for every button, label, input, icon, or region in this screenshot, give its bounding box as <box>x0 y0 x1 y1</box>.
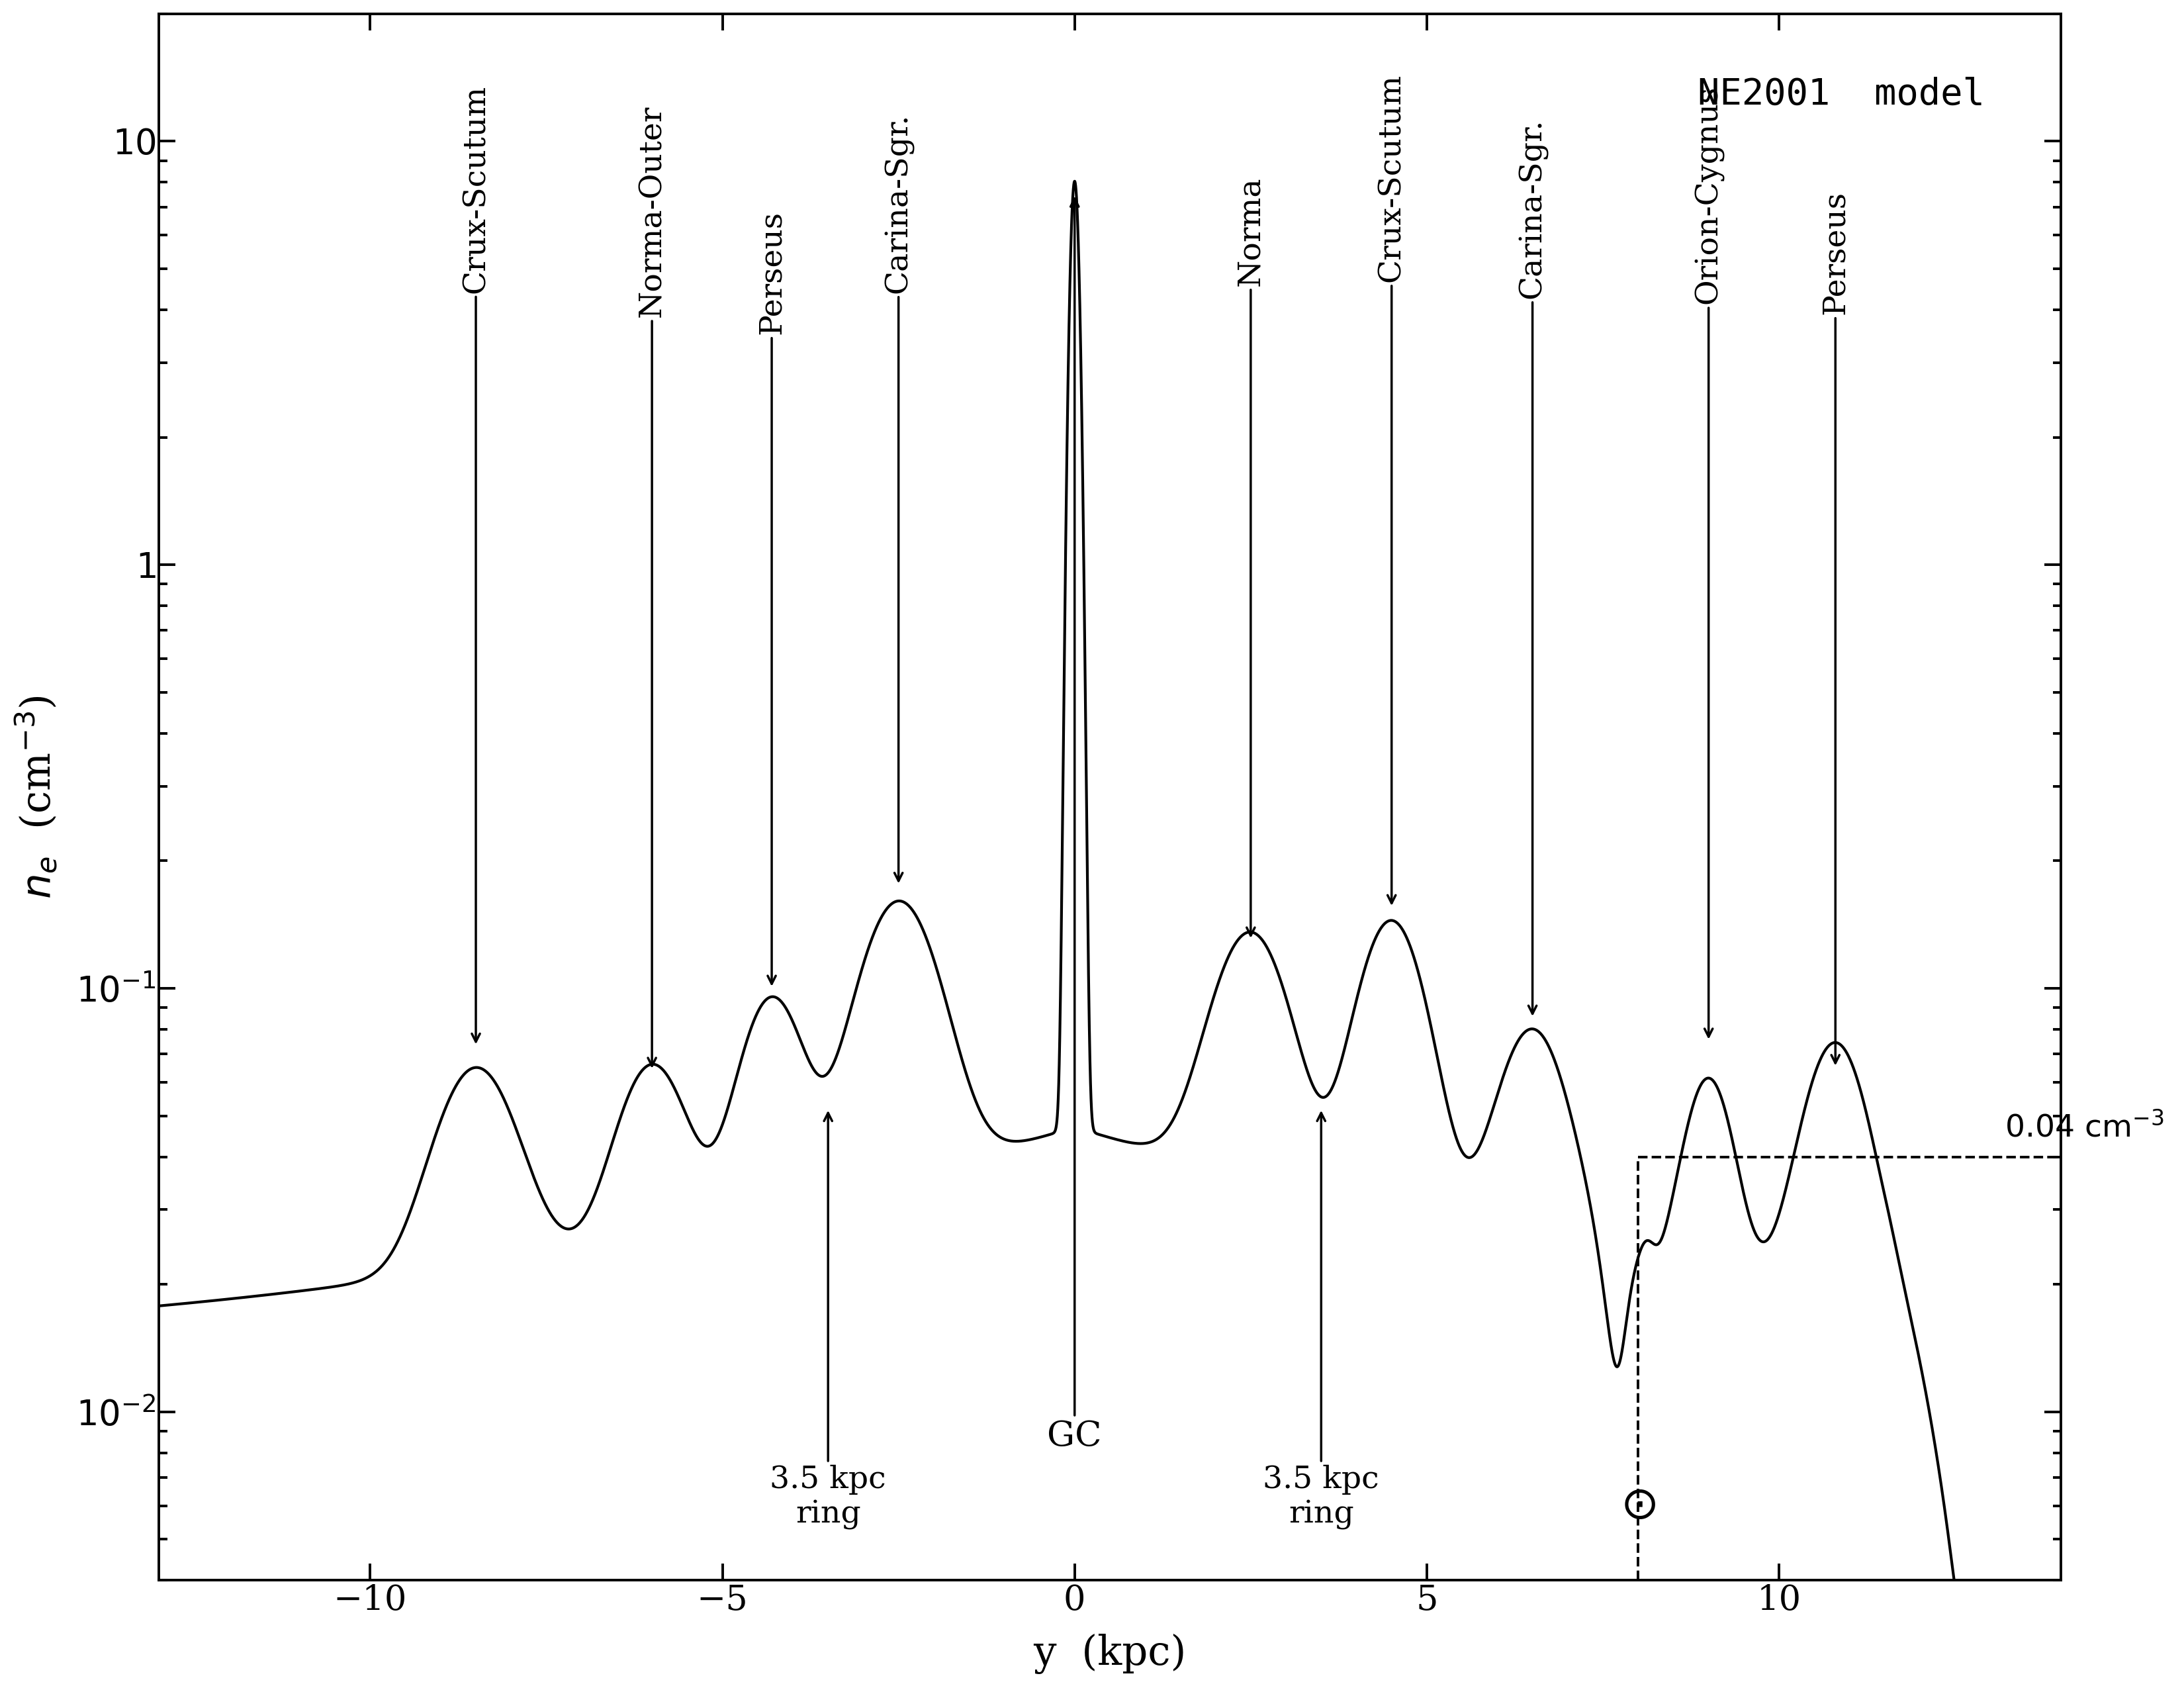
Text: NE2001  model: NE2001 model <box>1697 76 1985 111</box>
Text: Perseus: Perseus <box>756 211 786 984</box>
Text: Norma-Outer: Norma-Outer <box>638 105 666 1065</box>
Y-axis label: $n_e$  (cm$^{-3}$): $n_e$ (cm$^{-3}$) <box>13 695 59 900</box>
X-axis label: y  (kpc): y (kpc) <box>1033 1634 1186 1674</box>
Text: Perseus: Perseus <box>1821 191 1850 1063</box>
Text: GC: GC <box>1048 199 1103 1453</box>
Text: 3.5 kpc
ring: 3.5 kpc ring <box>1262 1112 1380 1529</box>
Text: Crux-Scutum: Crux-Scutum <box>1376 74 1406 903</box>
Text: Carina-Sgr.: Carina-Sgr. <box>1518 118 1548 1014</box>
Text: Crux-Scutum: Crux-Scutum <box>461 84 491 1041</box>
Text: Carina-Sgr.: Carina-Sgr. <box>885 113 913 881</box>
Text: $\odot$: $\odot$ <box>1621 1484 1655 1528</box>
Text: 3.5 kpc
ring: 3.5 kpc ring <box>771 1112 887 1529</box>
Text: Norma: Norma <box>1236 177 1267 935</box>
Text: Orion-Cygnus: Orion-Cygnus <box>1693 86 1723 1036</box>
Text: $0.04\ \mathrm{cm}^{-3}$: $0.04\ \mathrm{cm}^{-3}$ <box>2005 1112 2164 1143</box>
